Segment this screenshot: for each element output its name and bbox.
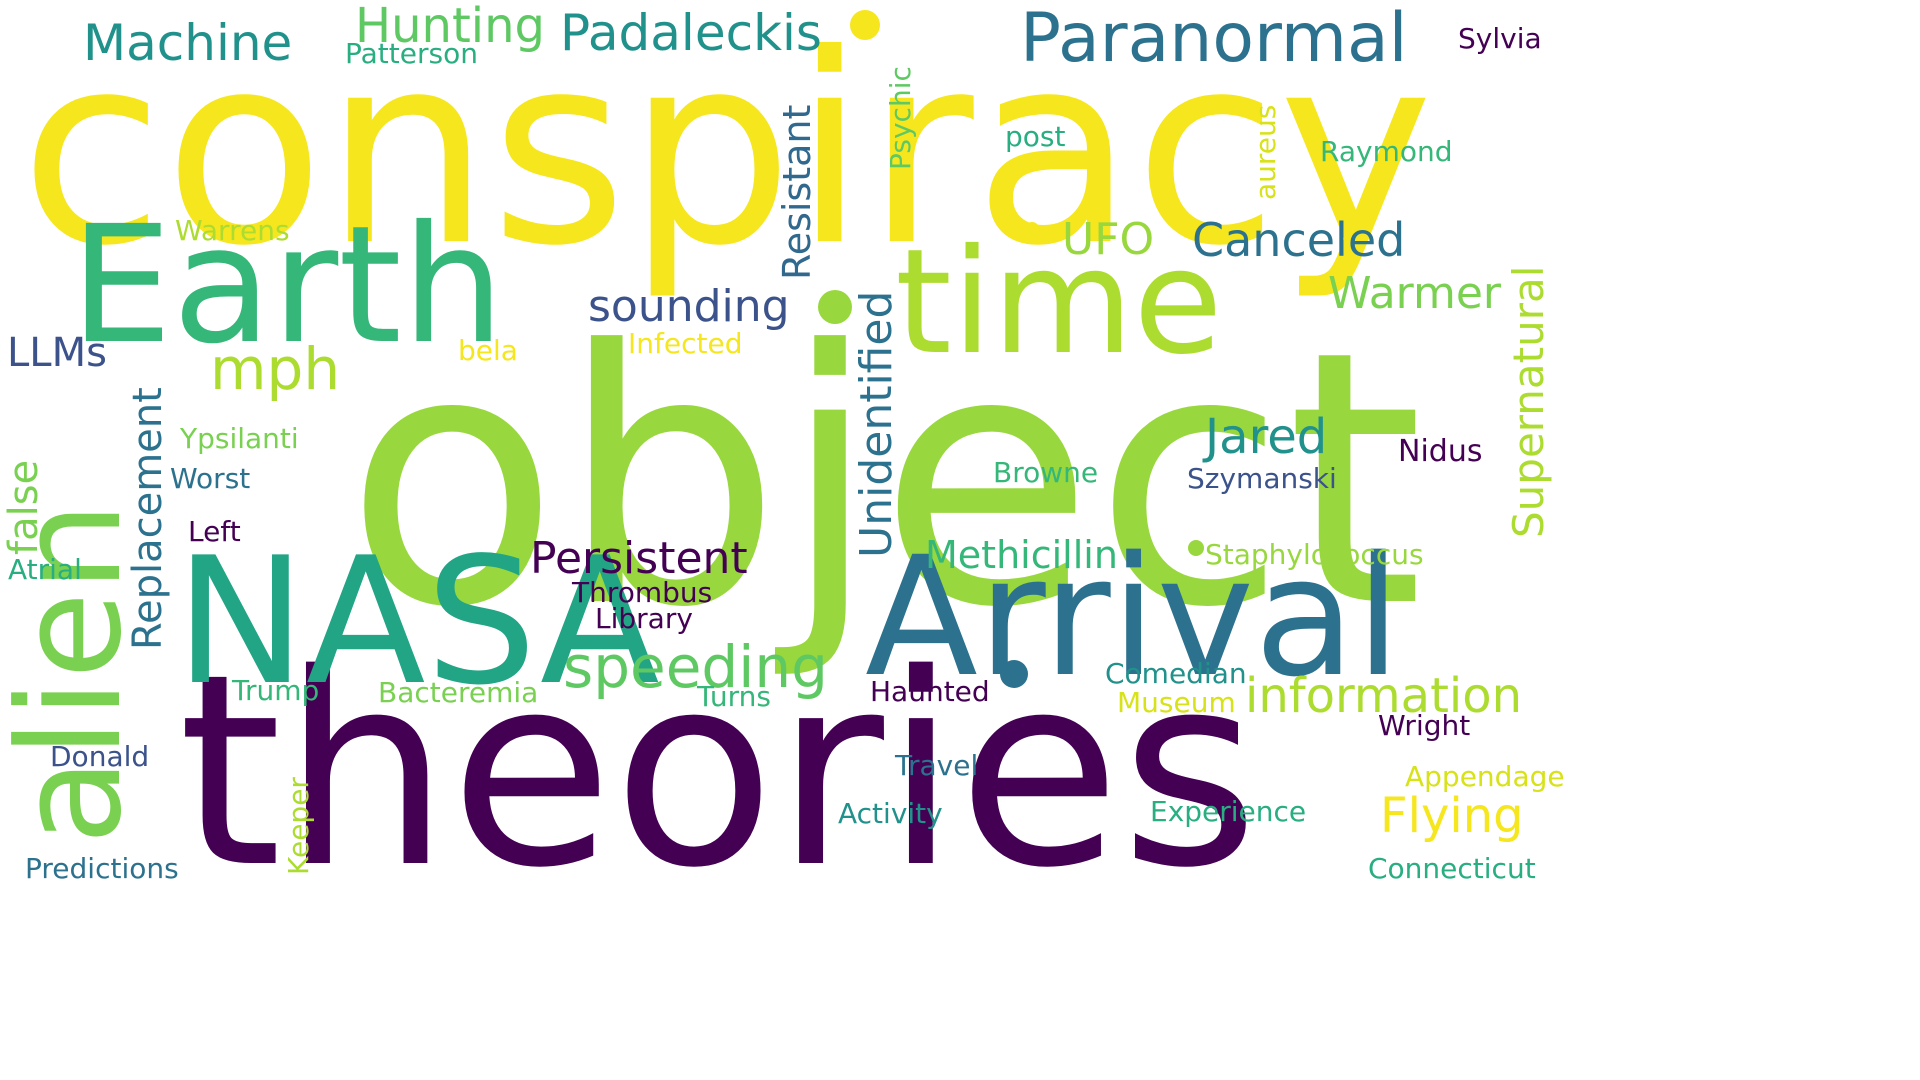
word-nasa: NASA xyxy=(175,521,660,724)
word-trump: Trump xyxy=(232,674,320,707)
word-padaleckis: Padaleckis xyxy=(560,4,822,62)
word-sounding: sounding xyxy=(588,281,790,332)
word-activity: Activity xyxy=(838,797,943,830)
dot-2 xyxy=(818,290,852,324)
word-worst: Worst xyxy=(170,462,251,495)
word-aureus: aureus xyxy=(1249,104,1282,200)
word-haunted: Haunted xyxy=(870,675,990,708)
word-conspiracy: conspiracy xyxy=(20,0,1434,303)
word-bela: bela xyxy=(458,334,518,367)
word-information: information xyxy=(1245,668,1523,724)
word-donald: Donald xyxy=(50,740,150,773)
word-connecticut: Connecticut xyxy=(1368,852,1536,885)
word-library: Library xyxy=(595,602,693,635)
word-raymond: Raymond xyxy=(1320,135,1453,168)
word-hunting: Hunting xyxy=(355,0,545,54)
word-predictions: Predictions xyxy=(25,852,179,885)
word-turns: Turns xyxy=(697,680,771,713)
dot-5 xyxy=(1000,660,1028,688)
word-szymanski: Szymanski xyxy=(1187,462,1337,495)
word-sylvia: Sylvia xyxy=(1458,22,1542,55)
word-theories: theories xyxy=(178,618,1259,926)
word-infected: Infected xyxy=(628,327,743,360)
word-travel: Travel xyxy=(895,749,979,782)
word-object: object xyxy=(345,276,1424,684)
word-left: Left xyxy=(188,515,241,548)
word-ufo: UFO xyxy=(1062,214,1155,265)
word-experience: Experience xyxy=(1150,795,1307,828)
word-patterson: Patterson xyxy=(345,37,478,70)
word-supernatural: Supernatural xyxy=(1504,265,1553,538)
word-machine: Machine xyxy=(83,14,293,72)
word-comedian: Comedian xyxy=(1105,657,1247,690)
word-jared: Jared xyxy=(1205,409,1328,465)
word-warrens: Warrens xyxy=(175,214,290,247)
word-museum: Museum xyxy=(1117,686,1236,719)
word-browne: Browne xyxy=(993,456,1099,489)
word-psychic: Psychic xyxy=(884,66,917,170)
word-wright: Wright xyxy=(1378,709,1471,742)
word-arrival: Arrival xyxy=(865,521,1402,713)
word-methicillin: Methicillin xyxy=(925,533,1118,577)
word-staphylococcus: Staphylococcus xyxy=(1205,538,1424,571)
word-false: false xyxy=(1,459,47,555)
word-llms: LLMs xyxy=(7,330,107,376)
word-bacteremia: Bacteremia xyxy=(378,676,539,709)
word-nidus: Nidus xyxy=(1398,434,1483,469)
word-ypsilanti: Ypsilanti xyxy=(180,422,299,455)
word-post: post xyxy=(1005,120,1066,153)
word-unidentified: Unidentified xyxy=(851,290,902,558)
word-warmer: Warmer xyxy=(1328,268,1501,319)
word-time: time xyxy=(895,218,1223,387)
word-appendage: Appendage xyxy=(1405,760,1565,793)
word-persistent: Persistent xyxy=(530,533,748,584)
dot-1 xyxy=(850,10,880,40)
word-keeper: Keeper xyxy=(282,777,315,875)
word-resistant: Resistant xyxy=(775,104,819,280)
word-thrombus: Thrombus xyxy=(572,576,713,609)
word-speeding: speeding xyxy=(563,633,828,701)
word-canceled: Canceled xyxy=(1192,213,1406,267)
word-replacement: Replacement xyxy=(125,387,171,650)
word-earth: Earth xyxy=(70,192,505,380)
dot-4 xyxy=(1188,540,1204,556)
dot-3 xyxy=(1025,222,1039,236)
word-mph: mph xyxy=(210,335,341,403)
word-atrial: Atrial xyxy=(8,553,82,586)
word-paranormal: Paranormal xyxy=(1020,0,1408,78)
word-flying: Flying xyxy=(1380,788,1524,844)
